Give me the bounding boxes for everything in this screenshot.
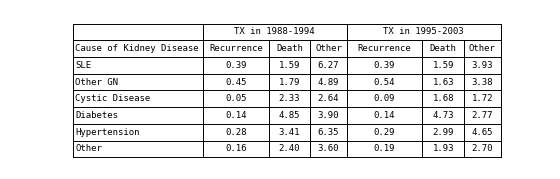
Text: 2.40: 2.40: [279, 144, 300, 153]
Text: Cause of Kidney Disease: Cause of Kidney Disease: [75, 44, 199, 53]
Text: 0.29: 0.29: [374, 128, 395, 137]
Text: Hypertension: Hypertension: [75, 128, 139, 137]
Text: 1.68: 1.68: [432, 94, 454, 103]
Text: 0.45: 0.45: [225, 78, 246, 86]
Text: 0.14: 0.14: [225, 111, 246, 120]
Text: 0.28: 0.28: [225, 128, 246, 137]
Text: 4.89: 4.89: [318, 78, 339, 86]
Text: Other: Other: [75, 144, 102, 153]
Text: 2.77: 2.77: [472, 111, 493, 120]
Text: 3.38: 3.38: [472, 78, 493, 86]
Text: Death: Death: [430, 44, 456, 53]
Text: 0.39: 0.39: [225, 61, 246, 70]
Text: 3.90: 3.90: [318, 111, 339, 120]
Text: 3.60: 3.60: [318, 144, 339, 153]
Text: SLE: SLE: [75, 61, 91, 70]
Text: Other: Other: [469, 44, 496, 53]
Text: 4.73: 4.73: [432, 111, 454, 120]
Text: 0.14: 0.14: [374, 111, 395, 120]
Text: TX in 1988-1994: TX in 1988-1994: [235, 27, 315, 36]
Text: 4.85: 4.85: [279, 111, 300, 120]
Text: 1.93: 1.93: [432, 144, 454, 153]
Text: Recurrence: Recurrence: [358, 44, 412, 53]
Text: 1.63: 1.63: [432, 78, 454, 86]
Text: 1.72: 1.72: [472, 94, 493, 103]
Text: 6.27: 6.27: [318, 61, 339, 70]
Text: Cystic Disease: Cystic Disease: [75, 94, 151, 103]
Text: 3.41: 3.41: [279, 128, 300, 137]
Text: 0.05: 0.05: [225, 94, 246, 103]
Text: TX in 1995-2003: TX in 1995-2003: [384, 27, 464, 36]
Text: Recurrence: Recurrence: [209, 44, 263, 53]
Text: 2.70: 2.70: [472, 144, 493, 153]
Text: Diabetes: Diabetes: [75, 111, 118, 120]
Text: 3.93: 3.93: [472, 61, 493, 70]
Text: Death: Death: [276, 44, 303, 53]
Text: 0.54: 0.54: [374, 78, 395, 86]
Text: 0.16: 0.16: [225, 144, 246, 153]
Text: 1.59: 1.59: [279, 61, 300, 70]
Text: 1.79: 1.79: [279, 78, 300, 86]
Text: 0.39: 0.39: [374, 61, 395, 70]
Text: 0.09: 0.09: [374, 94, 395, 103]
Text: 2.64: 2.64: [318, 94, 339, 103]
Text: 2.99: 2.99: [432, 128, 454, 137]
Text: 2.33: 2.33: [279, 94, 300, 103]
Text: 6.35: 6.35: [318, 128, 339, 137]
Text: 1.59: 1.59: [432, 61, 454, 70]
Text: Other: Other: [315, 44, 342, 53]
Text: 0.19: 0.19: [374, 144, 395, 153]
Text: Other GN: Other GN: [75, 78, 118, 86]
Text: 4.65: 4.65: [472, 128, 493, 137]
